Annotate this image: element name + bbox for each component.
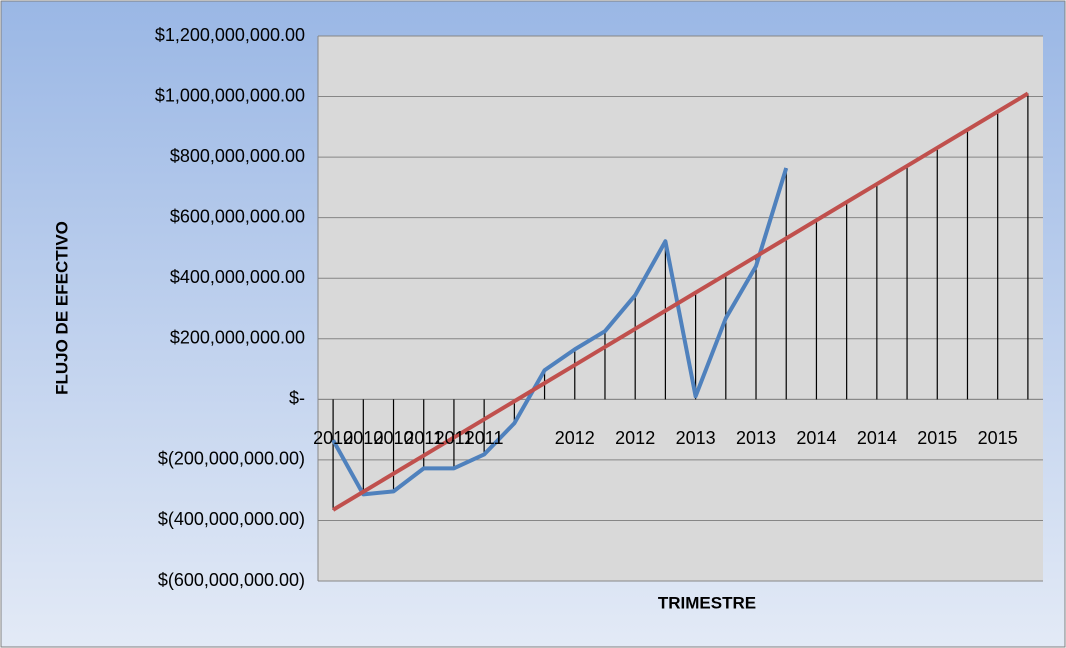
x-tick-label: 2010 (343, 428, 383, 448)
x-tick-label: 2012 (615, 428, 655, 448)
x-tick-label: 2014 (857, 428, 897, 448)
y-tick-label: $600,000,000.00 (170, 206, 305, 226)
x-tick-label: 2013 (676, 428, 716, 448)
x-axis-title: TRIMESTRE (658, 593, 756, 612)
x-tick-label: 2015 (917, 428, 957, 448)
x-tick-label: 2010 (313, 428, 353, 448)
y-tick-label: $- (289, 388, 305, 408)
y-axis-title: FLUJO DE EFECTIVO (52, 221, 71, 395)
y-tick-label: $(400,000,000.00) (158, 509, 305, 529)
y-tick-label: $400,000,000.00 (170, 267, 305, 287)
y-tick-label: $800,000,000.00 (170, 146, 305, 166)
x-tick-label: 2010 (373, 428, 413, 448)
series-line (331, 167, 789, 497)
x-tick-label: 2011 (465, 428, 504, 448)
y-tick-label: $1,000,000,000.00 (155, 85, 305, 105)
y-tick-label: $(600,000,000.00) (158, 570, 305, 590)
series-line (332, 91, 1029, 512)
y-tick-label: $(200,000,000.00) (158, 449, 305, 469)
y-tick-label: $200,000,000.00 (170, 328, 305, 348)
x-tick-label: 2015 (978, 428, 1018, 448)
x-tick-label: 2014 (796, 428, 836, 448)
y-tick-label: $1,200,000,000.00 (155, 25, 305, 45)
x-tick-label: 2011 (404, 428, 443, 448)
x-tick-label: 2013 (736, 428, 776, 448)
x-tick-label: 2011 (435, 428, 474, 448)
x-tick-label: 2012 (555, 428, 595, 448)
